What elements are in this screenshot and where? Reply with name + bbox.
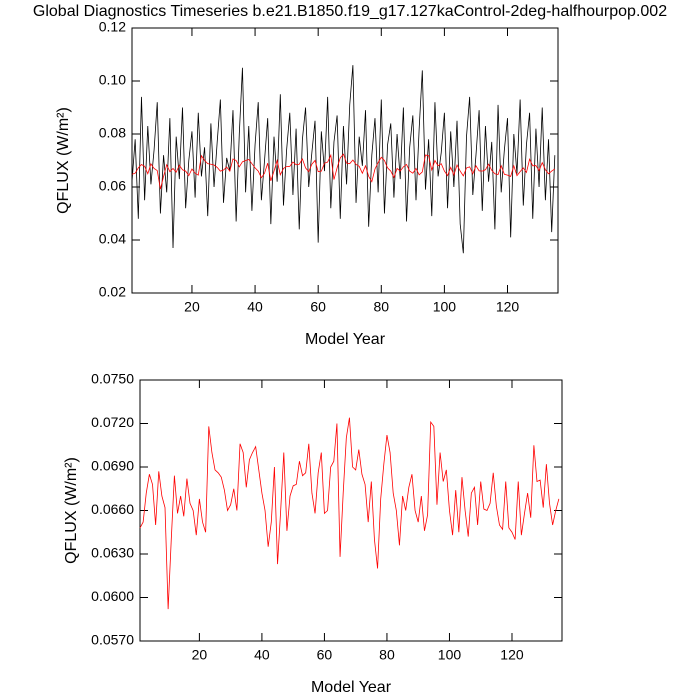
y-tick-label: 0.04 <box>99 231 126 247</box>
x-tick-label: 100 <box>438 647 462 663</box>
chart-title: Global Diagnostics Timeseries b.e21.B185… <box>33 3 667 20</box>
y-tick-label: 0.0690 <box>91 458 134 474</box>
y-tick-label: 0.08 <box>99 125 126 141</box>
y-tick-label: 0.0660 <box>91 501 134 517</box>
y-tick-label: 0.0600 <box>91 588 134 604</box>
y-tick-label: 0.0630 <box>91 545 134 561</box>
x-tick-label: 20 <box>192 647 208 663</box>
x-tick-label: 80 <box>379 647 395 663</box>
series-line <box>131 153 556 190</box>
plot-frame <box>139 379 563 642</box>
x-tick-label: 60 <box>310 299 326 315</box>
x-tick-label: 120 <box>500 647 524 663</box>
x-tick-label: 120 <box>496 299 520 315</box>
y-tick-label: 0.0750 <box>91 371 134 387</box>
y-tick-label: 0.10 <box>99 72 126 88</box>
y-axis-label: QFLUX (W/m²) <box>55 107 72 214</box>
y-tick-label: 0.0720 <box>91 414 134 430</box>
x-tick-label: 20 <box>184 299 200 315</box>
y-tick-label: 0.0570 <box>91 632 134 648</box>
plot-frame <box>131 27 559 294</box>
series-line <box>139 417 560 610</box>
y-tick-label: 0.02 <box>99 284 126 300</box>
x-axis-label: Model Year <box>311 679 392 696</box>
x-tick-label: 40 <box>254 647 270 663</box>
x-tick-label: 60 <box>317 647 333 663</box>
y-tick-label: 0.06 <box>99 178 126 194</box>
series-line <box>131 65 556 254</box>
x-tick-label: 40 <box>247 299 263 315</box>
x-axis-label: Model Year <box>305 331 386 348</box>
y-tick-label: 0.12 <box>99 19 126 35</box>
x-tick-label: 100 <box>433 299 457 315</box>
x-tick-label: 80 <box>373 299 389 315</box>
y-axis-label: QFLUX (W/m²) <box>63 457 80 564</box>
